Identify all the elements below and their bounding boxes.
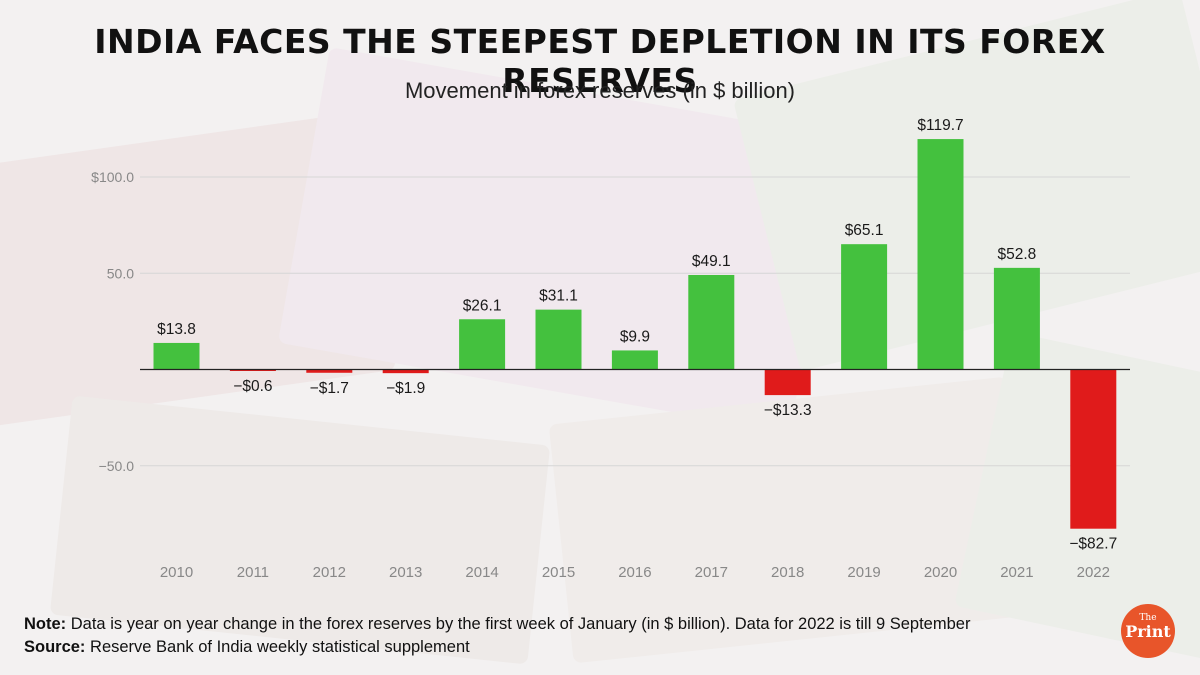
bar-2018[interactable] bbox=[764, 369, 811, 396]
bar-2013[interactable] bbox=[382, 369, 429, 374]
x-tick-label: 2021 bbox=[1000, 564, 1033, 581]
source-text: Reserve Bank of India weekly statistical… bbox=[85, 638, 470, 656]
bars bbox=[153, 139, 1117, 529]
bar-2017[interactable] bbox=[688, 274, 735, 370]
x-tick-label: 2018 bbox=[771, 564, 804, 581]
bar-2021[interactable] bbox=[993, 267, 1040, 370]
theprint-logo[interactable]: The Print bbox=[1121, 604, 1175, 658]
logo-print: Print bbox=[1125, 622, 1171, 641]
x-tick-label: 2022 bbox=[1077, 564, 1110, 581]
chart-subtitle: Movement in forex reserves (in $ billion… bbox=[404, 78, 796, 103]
data-label-2011: −$0.6 bbox=[233, 378, 272, 395]
bar-2020[interactable] bbox=[917, 139, 964, 370]
logo-the: The bbox=[1139, 613, 1157, 623]
data-label-2020: $119.7 bbox=[917, 117, 963, 134]
x-tick-label: 2011 bbox=[237, 564, 269, 581]
bar-2019[interactable] bbox=[841, 244, 888, 370]
y-tick-label: −50.0 bbox=[99, 458, 135, 474]
source-label: Source: bbox=[24, 638, 86, 656]
bar-2016[interactable] bbox=[611, 350, 658, 370]
bar-2022[interactable] bbox=[1070, 369, 1117, 529]
data-label-2015: $31.1 bbox=[539, 288, 578, 305]
bar-2010[interactable] bbox=[153, 342, 200, 370]
x-tick-label: 2012 bbox=[313, 564, 346, 581]
data-label-2018: −$13.3 bbox=[764, 402, 812, 419]
data-label-2021: $52.8 bbox=[998, 246, 1037, 263]
x-tick-label: 2015 bbox=[542, 564, 575, 581]
note-label: Note: bbox=[24, 615, 67, 633]
y-tick-label: 50.0 bbox=[107, 265, 134, 281]
data-label-2019: $65.1 bbox=[845, 222, 884, 239]
bar-2011[interactable] bbox=[229, 369, 276, 372]
x-tick-label: 2017 bbox=[695, 564, 728, 581]
bar-2012[interactable] bbox=[306, 369, 353, 373]
data-label-2012: −$1.7 bbox=[310, 380, 349, 397]
bar-2014[interactable] bbox=[459, 319, 506, 370]
y-tick-label: $100.0 bbox=[91, 169, 134, 185]
x-tick-label: 2010 bbox=[160, 564, 193, 581]
data-label-2010: $13.8 bbox=[157, 321, 196, 338]
data-label-2022: −$82.7 bbox=[1069, 536, 1117, 553]
gridlines bbox=[140, 176, 1130, 467]
x-tick-label: 2020 bbox=[924, 564, 957, 581]
x-tick-label: 2013 bbox=[389, 564, 422, 581]
chart-title: INDIA FACES THE STEEPEST DEPLETION IN IT… bbox=[94, 22, 1106, 100]
x-tick-label: 2019 bbox=[847, 564, 880, 581]
data-labels: $13.8 −$0.6 −$1.7 −$1.9 $26.1 $31.1 $9.9 $49.1 −… bbox=[157, 117, 1117, 553]
footnote: Note: Data is year on year change in the… bbox=[24, 615, 970, 634]
x-axis-ticks: 2010 2011 2012 2013 2014 2015 2016 2017 2018 2019… bbox=[160, 564, 1110, 581]
source-line: Source: Reserve Bank of India weekly sta… bbox=[24, 638, 470, 657]
bar-2015[interactable] bbox=[535, 309, 582, 370]
note-text: Data is year on year change in the forex… bbox=[66, 615, 971, 633]
data-label-2016: $9.9 bbox=[620, 328, 650, 345]
data-label-2013: −$1.9 bbox=[386, 380, 425, 397]
x-tick-label: 2016 bbox=[618, 564, 651, 581]
data-label-2014: $26.1 bbox=[463, 297, 502, 314]
y-axis-ticks: $100.0 50.0 −50.0 bbox=[91, 169, 134, 474]
data-label-2017: $49.1 bbox=[692, 253, 731, 270]
x-tick-label: 2014 bbox=[465, 564, 498, 581]
